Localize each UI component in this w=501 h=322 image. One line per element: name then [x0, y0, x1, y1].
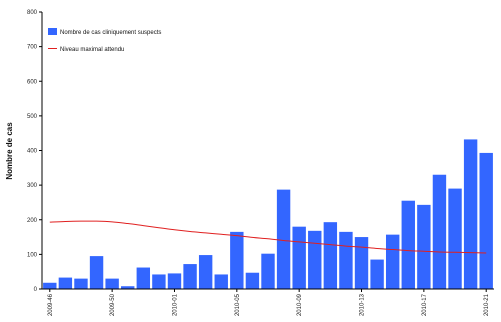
- legend-swatch-bars: [48, 28, 57, 35]
- bar: [385, 234, 400, 289]
- bar: [261, 253, 275, 289]
- bar: [89, 256, 104, 289]
- line-series: [49, 220, 487, 254]
- x-tick-label: 2010-09: [297, 293, 303, 316]
- x-tick-label: 2009-50: [110, 293, 116, 316]
- bar: [339, 231, 353, 289]
- bar: [198, 255, 213, 289]
- y-tick-label: 0: [34, 287, 38, 293]
- y-axis-title: Nombre de cas: [5, 122, 14, 180]
- y-tick-label: 500: [27, 114, 38, 120]
- bar: [417, 204, 431, 289]
- y-tick-label: 100: [27, 252, 38, 258]
- bar: [432, 174, 447, 289]
- bar-series: [43, 139, 493, 289]
- bar: [214, 274, 228, 289]
- x-tick-label: 2010-13: [360, 293, 366, 316]
- y-tick-label: 200: [27, 218, 38, 224]
- y-tick-label: 700: [27, 45, 38, 51]
- x-tick-label: 2010-21: [484, 293, 490, 316]
- line-path: [49, 220, 487, 254]
- bar: [323, 222, 338, 289]
- y-tick-label: 800: [27, 10, 38, 16]
- bar: [105, 278, 119, 289]
- bar: [152, 274, 166, 289]
- x-tick-label: 2009-46: [48, 293, 54, 316]
- x-tick-label: 2010-01: [172, 293, 178, 316]
- y-tick-label: 600: [27, 79, 38, 85]
- bar: [401, 200, 415, 289]
- legend-label-bars: Nombre de cas cliniquement suspects: [60, 30, 161, 36]
- bar: [136, 267, 151, 289]
- x-tick-label: 2010-17: [422, 293, 428, 316]
- bar: [58, 277, 73, 289]
- bar: [354, 237, 369, 289]
- y-tick-label: 400: [27, 149, 38, 155]
- bar: [308, 230, 322, 289]
- x-tick-label: 2010-05: [235, 293, 241, 316]
- bar: [463, 139, 478, 289]
- bar: [74, 278, 88, 289]
- y-axis: 0 100 200 300 400 500 600 700 800: [27, 10, 43, 293]
- bar: [448, 188, 462, 289]
- bar: [276, 189, 291, 289]
- legend: Nombre de cas cliniquement suspects Nive…: [48, 28, 161, 53]
- bar: [479, 152, 493, 289]
- bar: [230, 231, 244, 289]
- bar: [43, 282, 57, 289]
- bar: [370, 259, 384, 289]
- legend-label-line: Niveau maximal attendu: [60, 47, 124, 53]
- bar: [121, 286, 135, 289]
- bar: [183, 264, 197, 289]
- x-axis: 2009-46 2009-50 2010-01 2010-05 2010-09 2010-…: [42, 288, 494, 316]
- bar: [292, 226, 306, 289]
- y-tick-label: 300: [27, 183, 38, 189]
- bar: [167, 273, 182, 289]
- bar: [245, 272, 260, 289]
